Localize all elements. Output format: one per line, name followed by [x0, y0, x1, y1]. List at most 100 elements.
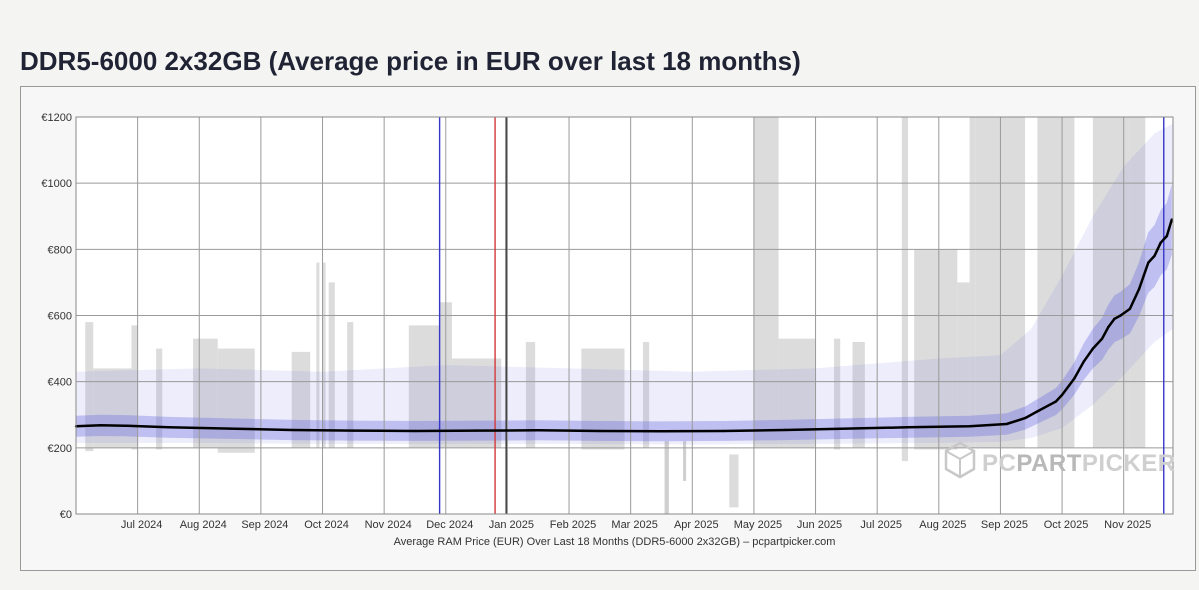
gray-bar-17: [729, 454, 739, 508]
average-point-5: [290, 428, 293, 432]
range-band-outer: [76, 123, 1173, 445]
gray-bar-0: [85, 322, 94, 452]
x-tick-label-6: Jan 2025: [489, 519, 534, 531]
gray-bar-25: [969, 117, 976, 448]
average-point-13: [783, 428, 786, 432]
average-point-1: [99, 424, 102, 427]
average-line-group: [74, 218, 1173, 433]
watermark-picker: PICKER: [1082, 450, 1176, 477]
average-point-20: [1048, 403, 1051, 407]
watermark: PCPARTPICKER: [944, 441, 1176, 479]
average-point-22: [1060, 393, 1064, 397]
gray-bar-21: [852, 341, 865, 448]
average-point-11: [660, 430, 663, 433]
x-tick-label-16: Nov 2025: [1104, 519, 1151, 531]
gray-bar-10: [347, 322, 354, 448]
watermark-pc: PC: [982, 450, 1016, 477]
y-tick-label-6: €1200: [41, 112, 72, 124]
gray-bar-4: [193, 338, 218, 448]
average-point-8: [475, 429, 478, 432]
average-point-2: [124, 424, 127, 427]
y-tick-label-3: €600: [48, 311, 72, 323]
average-point-6: [352, 429, 355, 432]
average-point-26: [1100, 337, 1104, 340]
average-point-17: [1005, 422, 1008, 426]
gray-bar-24: [957, 282, 970, 448]
x-tick-label-7: Feb 2025: [550, 519, 596, 531]
x-tick-label-10: May 2025: [734, 519, 782, 531]
watermark-text: PCPARTPICKER: [982, 450, 1176, 477]
gray-bar-20: [834, 338, 841, 450]
average-point-31: [1137, 287, 1141, 291]
gray-bar-13: [451, 358, 502, 448]
x-tick-label-12: Jul 2025: [860, 519, 902, 531]
average-point-9: [537, 429, 540, 432]
gray-bar-5: [217, 348, 255, 453]
average-point-14: [845, 427, 848, 430]
gray-bar-23: [914, 249, 958, 450]
x-tick-label-13: Aug 2025: [919, 519, 966, 531]
average-point-24: [1082, 360, 1085, 364]
average-point-33: [1153, 254, 1156, 258]
price-chart: €0 €200 €400 €600 €800 €1000 €1200 Jul 2024 Aug …: [41, 112, 1176, 548]
axes: €0 €200 €400 €600 €800 €1000 €1200 Jul 2024 Aug …: [41, 112, 1174, 531]
gray-bar-27: [1037, 117, 1063, 448]
chart-frame: €0 €200 €400 €600 €800 €1000 €1200 Jul 2024 Aug …: [20, 86, 1196, 571]
y-tick-label-1: €200: [48, 443, 72, 455]
gray-bar-7: [316, 262, 320, 448]
gray-bar-8: [322, 262, 326, 448]
average-point-35: [1165, 234, 1169, 238]
average-point-4: [228, 427, 232, 430]
gray-bar-11: [408, 325, 440, 448]
gray-bar-31: [1129, 117, 1146, 448]
x-tick-label-8: Mar 2025: [611, 519, 657, 531]
y-tick-label-5: €1000: [41, 178, 72, 190]
gray-spike-1: [683, 441, 687, 481]
price-range-band: [76, 123, 1173, 445]
average-point-18: [1023, 416, 1027, 420]
average-point-15: [906, 426, 910, 429]
gray-bar-18: [753, 117, 779, 448]
gray-bar-6: [291, 351, 311, 448]
gray-bar-3: [156, 348, 163, 450]
average-point-19: [1036, 410, 1039, 413]
average-point-27: [1107, 325, 1110, 329]
plot-border: [75, 116, 1174, 515]
gray-bar-15: [581, 348, 625, 450]
average-point-16: [968, 425, 971, 428]
average-point-3: [167, 426, 170, 429]
average-point-23: [1073, 377, 1076, 380]
average-point-30: [1128, 307, 1132, 311]
x-tick-label-4: Nov 2024: [365, 519, 412, 531]
x-tick-label-3: Oct 2024: [304, 519, 349, 531]
x-tick-label-14: Sep 2025: [981, 519, 1028, 531]
watermark-cube-edges: [945, 450, 975, 477]
gray-bar-14: [525, 341, 536, 448]
gray-bar-29: [1092, 117, 1118, 448]
average-point-36: [1170, 218, 1173, 221]
x-axis-label: Average RAM Price (EUR) Over Last 18 Mon…: [394, 536, 836, 548]
x-tick-label-15: Oct 2025: [1044, 519, 1089, 531]
page-title: DDR5-6000 2x32GB (Average price in EUR o…: [20, 46, 801, 76]
y-tick-label-2: €400: [48, 377, 72, 389]
x-tick-label-9: Apr 2025: [674, 519, 719, 531]
average-point-10: [598, 429, 602, 433]
y-tick-label-4: €800: [48, 244, 72, 256]
average-point-34: [1159, 241, 1162, 244]
x-tick-label-11: Jun 2025: [797, 519, 842, 531]
reference-lines: [438, 117, 1165, 514]
x-tick-label-0: Jul 2024: [121, 519, 163, 531]
x-tick-label-5: Dec 2024: [426, 519, 473, 531]
average-point-21: [1054, 400, 1058, 403]
watermark-part: PART: [1016, 450, 1082, 477]
average-point-7: [413, 429, 417, 433]
y-tick-label-0: €0: [60, 509, 72, 521]
x-tick-label-2: Sep 2024: [241, 519, 288, 531]
average-point-28: [1113, 317, 1116, 321]
watermark-cube-icon: [944, 441, 976, 479]
gray-bar-2: [131, 325, 138, 450]
average-point-25: [1091, 347, 1095, 350]
gray-bar-16: [642, 341, 650, 448]
gray-spike-0: [664, 441, 669, 514]
average-point-12: [721, 429, 725, 433]
